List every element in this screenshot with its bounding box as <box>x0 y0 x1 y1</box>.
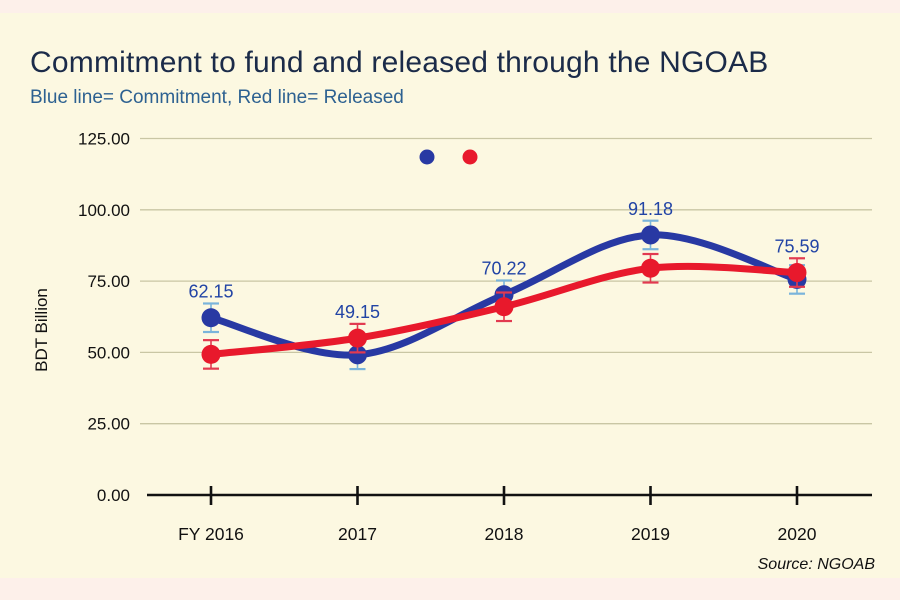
released-data-point <box>787 263 807 283</box>
legend-dot-released <box>462 149 478 165</box>
x-axis-label: 2017 <box>338 524 377 544</box>
y-axis-tick-label: 100.00 <box>78 201 130 220</box>
y-axis-tick-label: 0.00 <box>97 486 130 505</box>
x-axis-label: 2019 <box>631 524 670 544</box>
released-data-point <box>641 258 660 278</box>
y-axis-tick-label: 125.00 <box>78 130 130 149</box>
data-point-label: 49.15 <box>335 302 380 322</box>
legend-dot-commitment <box>419 149 435 165</box>
bottom-margin-strip <box>0 578 900 600</box>
source-note: Source: NGOAB <box>757 556 875 573</box>
y-axis-tick-label: 75.00 <box>87 272 130 291</box>
released-data-point <box>348 328 367 348</box>
data-point-label: 75.59 <box>774 237 819 257</box>
chart-subtitle: Blue line= Commitment, Red line= Release… <box>30 87 404 108</box>
y-axis-tick-label: 25.00 <box>87 415 130 434</box>
x-axis-label: 2018 <box>485 524 524 544</box>
released-data-point <box>494 297 514 317</box>
commitment-data-point <box>641 225 660 245</box>
commitment-data-point <box>348 345 367 365</box>
chart-title: Commitment to fund and released through … <box>30 46 769 79</box>
data-point-label: 70.22 <box>481 259 526 279</box>
x-axis-label: FY 2016 <box>178 524 244 544</box>
y-axis-tick-label: 50.00 <box>87 343 130 362</box>
released-data-point <box>201 344 221 364</box>
x-axis-label: 2020 <box>778 524 817 544</box>
top-margin-strip <box>0 0 900 13</box>
data-point-label: 62.15 <box>188 282 233 302</box>
data-point-label: 91.18 <box>628 199 673 219</box>
commitment-data-point <box>201 308 221 328</box>
